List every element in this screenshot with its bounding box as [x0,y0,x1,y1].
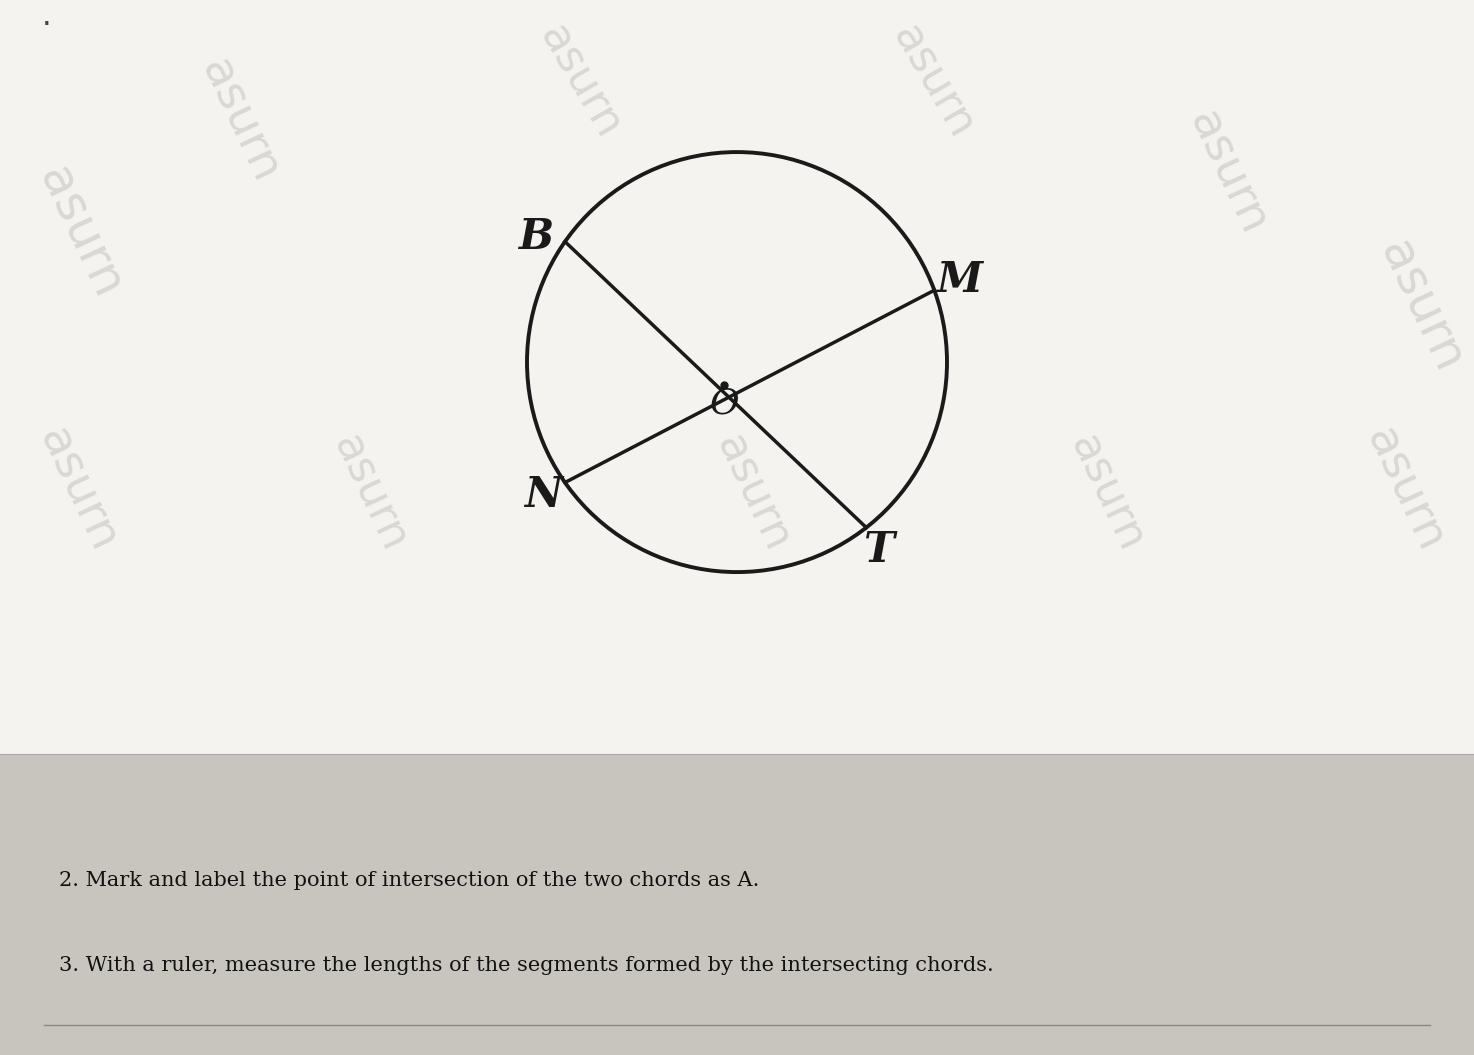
Text: O: O [709,386,738,420]
Bar [0,0,1474,754]
Text: asurn: asurn [1061,427,1153,558]
Text: 3. With a ruler, measure the lengths of the segments formed by the intersecting : 3. With a ruler, measure the lengths of … [59,956,993,975]
Text: B: B [519,215,554,257]
Text: 2. Mark and label the point of intersection of the two chords as A.: 2. Mark and label the point of intersect… [59,871,759,890]
Text: asurn: asurn [29,420,127,558]
Bar [0,754,1474,1055]
Text: asurn: asurn [708,427,799,558]
Text: N: N [523,474,562,516]
Text: asurn: asurn [192,51,289,189]
Text: M: M [936,260,982,302]
Text: asurn: asurn [1179,103,1276,242]
Text: asurn: asurn [531,17,629,147]
Text: asurn: asurn [29,158,133,305]
Text: asurn: asurn [324,427,416,558]
Text: asurn: asurn [884,17,983,147]
Text: ·: · [41,11,52,40]
Text: asurn: asurn [1356,420,1453,558]
Text: T: T [862,529,893,571]
Text: asurn: asurn [1371,232,1474,379]
